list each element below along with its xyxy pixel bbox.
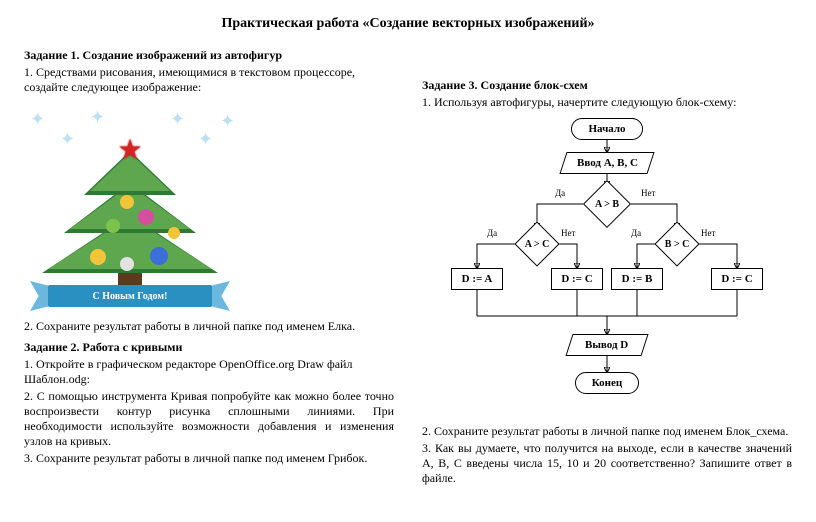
flow-input-text: Ввод A, B, C bbox=[577, 157, 638, 169]
ornament bbox=[150, 247, 168, 265]
flow-proc-text: D := C bbox=[721, 273, 752, 285]
sparkle-icon: ✦ bbox=[60, 129, 75, 150]
flow-output-text: Вывод D bbox=[585, 339, 628, 351]
ornament bbox=[138, 209, 154, 225]
task2-title: Задание 2. Работа с кривыми bbox=[24, 340, 394, 355]
sparkle-icon: ✦ bbox=[30, 109, 45, 130]
flow-dec1-text: A > B bbox=[590, 187, 624, 221]
flow-label-yes: Да bbox=[555, 188, 565, 198]
flow-label-no: Нет bbox=[641, 188, 655, 198]
flow-proc-text: D := B bbox=[622, 273, 653, 285]
flow-proc-text: D := C bbox=[561, 273, 592, 285]
ornament bbox=[120, 257, 134, 271]
flow-proc-da: D := A bbox=[451, 268, 503, 290]
columns: Задание 1. Создание изображений из автоф… bbox=[24, 42, 792, 488]
task1-p2: 2. Сохраните результат работы в личной п… bbox=[24, 319, 394, 334]
flow-end: Конец bbox=[575, 372, 639, 394]
ribbon-text: С Новым Годом! bbox=[48, 285, 212, 307]
flow-start: Начало bbox=[571, 118, 643, 140]
flow-dec3-text: B > C bbox=[661, 228, 693, 260]
task3-p3: 3. Как вы думаете, что получится на выхо… bbox=[422, 441, 792, 486]
task2-p2: 2. С помощью инструмента Кривая попробуй… bbox=[24, 389, 394, 449]
flow-dec1: A > B bbox=[590, 187, 624, 221]
flow-proc-dc1: D := C bbox=[551, 268, 603, 290]
ornament bbox=[120, 195, 134, 209]
sparkle-icon: ✦ bbox=[198, 129, 213, 150]
flow-label-no: Нет bbox=[561, 228, 575, 238]
ornament bbox=[168, 227, 180, 239]
left-column: Задание 1. Создание изображений из автоф… bbox=[24, 42, 394, 488]
ornament bbox=[90, 249, 106, 265]
task2-p1: 1. Откройте в графическом редакторе Open… bbox=[24, 357, 394, 387]
task2-p3: 3. Сохраните результат работы в личной п… bbox=[24, 451, 394, 466]
flow-output: Вывод D bbox=[565, 334, 648, 356]
task1-title: Задание 1. Создание изображений из автоф… bbox=[24, 48, 394, 63]
ornament bbox=[106, 219, 120, 233]
flowchart: Начало Ввод A, B, C A > B Да Нет A > C Д… bbox=[427, 116, 787, 416]
flow-label-no: Нет bbox=[701, 228, 715, 238]
task1-p1: 1. Средствами рисования, имеющимися в те… bbox=[24, 65, 394, 95]
tree-illustration: ✦ ✦ ✦ ✦ ✦ ✦ ★ bbox=[20, 99, 240, 319]
flow-input: Ввод A, B, C bbox=[559, 152, 654, 174]
star-icon: ★ bbox=[117, 133, 142, 167]
sparkle-icon: ✦ bbox=[220, 111, 235, 132]
sparkle-icon: ✦ bbox=[90, 107, 105, 128]
flow-dec3: B > C bbox=[661, 228, 693, 260]
flow-proc-text: D := A bbox=[462, 273, 493, 285]
flow-label-yes: Да bbox=[631, 228, 641, 238]
right-column: Задание 3. Создание блок-схем 1. Использ… bbox=[422, 42, 792, 488]
task3-title: Задание 3. Создание блок-схем bbox=[422, 78, 792, 93]
flow-label-yes: Да bbox=[487, 228, 497, 238]
flow-dec2: A > C bbox=[521, 228, 553, 260]
page-title: Практическая работа «Создание векторных … bbox=[24, 16, 792, 32]
task3-p2: 2. Сохраните результат работы в личной п… bbox=[422, 424, 792, 439]
task3-p1: 1. Используя автофигуры, начертите следу… bbox=[422, 95, 792, 110]
sparkle-icon: ✦ bbox=[170, 109, 185, 130]
flow-proc-db: D := B bbox=[611, 268, 663, 290]
flow-dec2-text: A > C bbox=[521, 228, 553, 260]
ribbon: С Новым Годом! bbox=[30, 281, 230, 311]
flow-proc-dc2: D := C bbox=[711, 268, 763, 290]
